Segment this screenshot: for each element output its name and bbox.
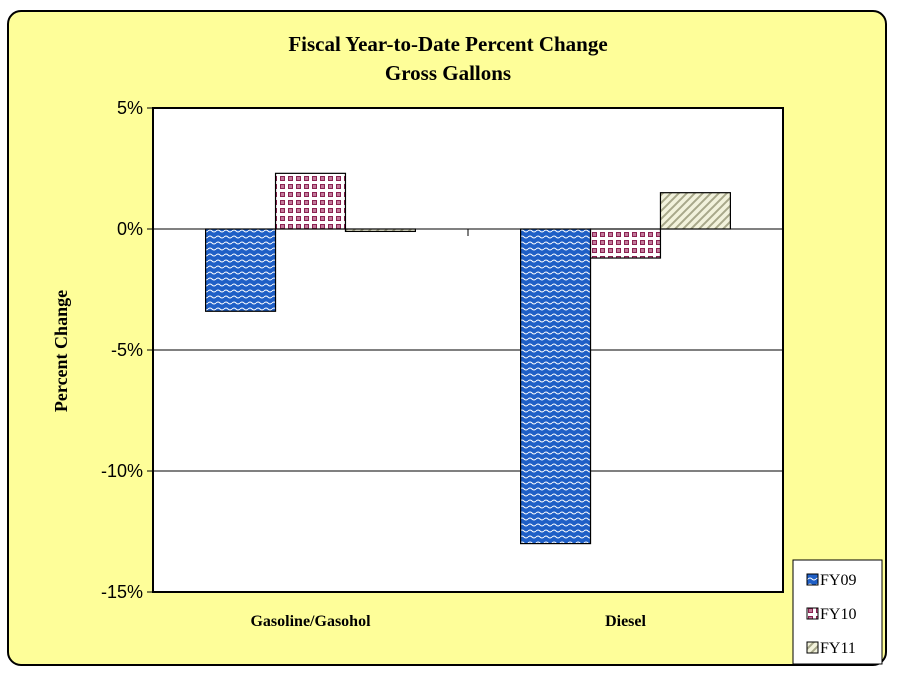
bar-fy09-diesel (520, 228, 592, 545)
legend-swatch-fy10 (806, 607, 819, 620)
bars (205, 172, 731, 545)
chart-title-line1: Fiscal Year-to-Date Percent Change (288, 32, 607, 56)
bar-fy11-gasoline (344, 228, 416, 233)
legend-label-fy09: FY09 (820, 572, 856, 589)
legend: FY09 FY10 FY11 (792, 559, 883, 665)
y-tick-label: 5% (117, 98, 143, 118)
y-tick-label: 0% (117, 219, 143, 239)
y-tick-labels: 5% 0% -5% -10% -15% (101, 98, 153, 602)
category-labels: Gasoline/Gasohol Diesel (250, 613, 646, 630)
chart-title-line2: Gross Gallons (385, 61, 511, 85)
bar-fy10-gasoline (274, 172, 347, 230)
legend-swatch-fy09 (806, 573, 819, 586)
legend-label-fy11: FY11 (820, 640, 856, 657)
legend-label-fy10: FY10 (820, 606, 856, 623)
y-axis-label: Percent Change (51, 290, 71, 412)
category-label: Diesel (605, 613, 646, 630)
y-tick-label: -10% (101, 461, 143, 481)
category-label: Gasoline/Gasohol (250, 613, 371, 630)
legend-swatch-fy11 (806, 641, 819, 654)
bar-fy10-diesel (589, 228, 662, 259)
y-tick-label: -15% (101, 582, 143, 602)
bar-fy11-diesel (659, 192, 731, 230)
y-tick-label: -5% (111, 340, 143, 360)
bar-fy09-gasoline (205, 228, 277, 312)
